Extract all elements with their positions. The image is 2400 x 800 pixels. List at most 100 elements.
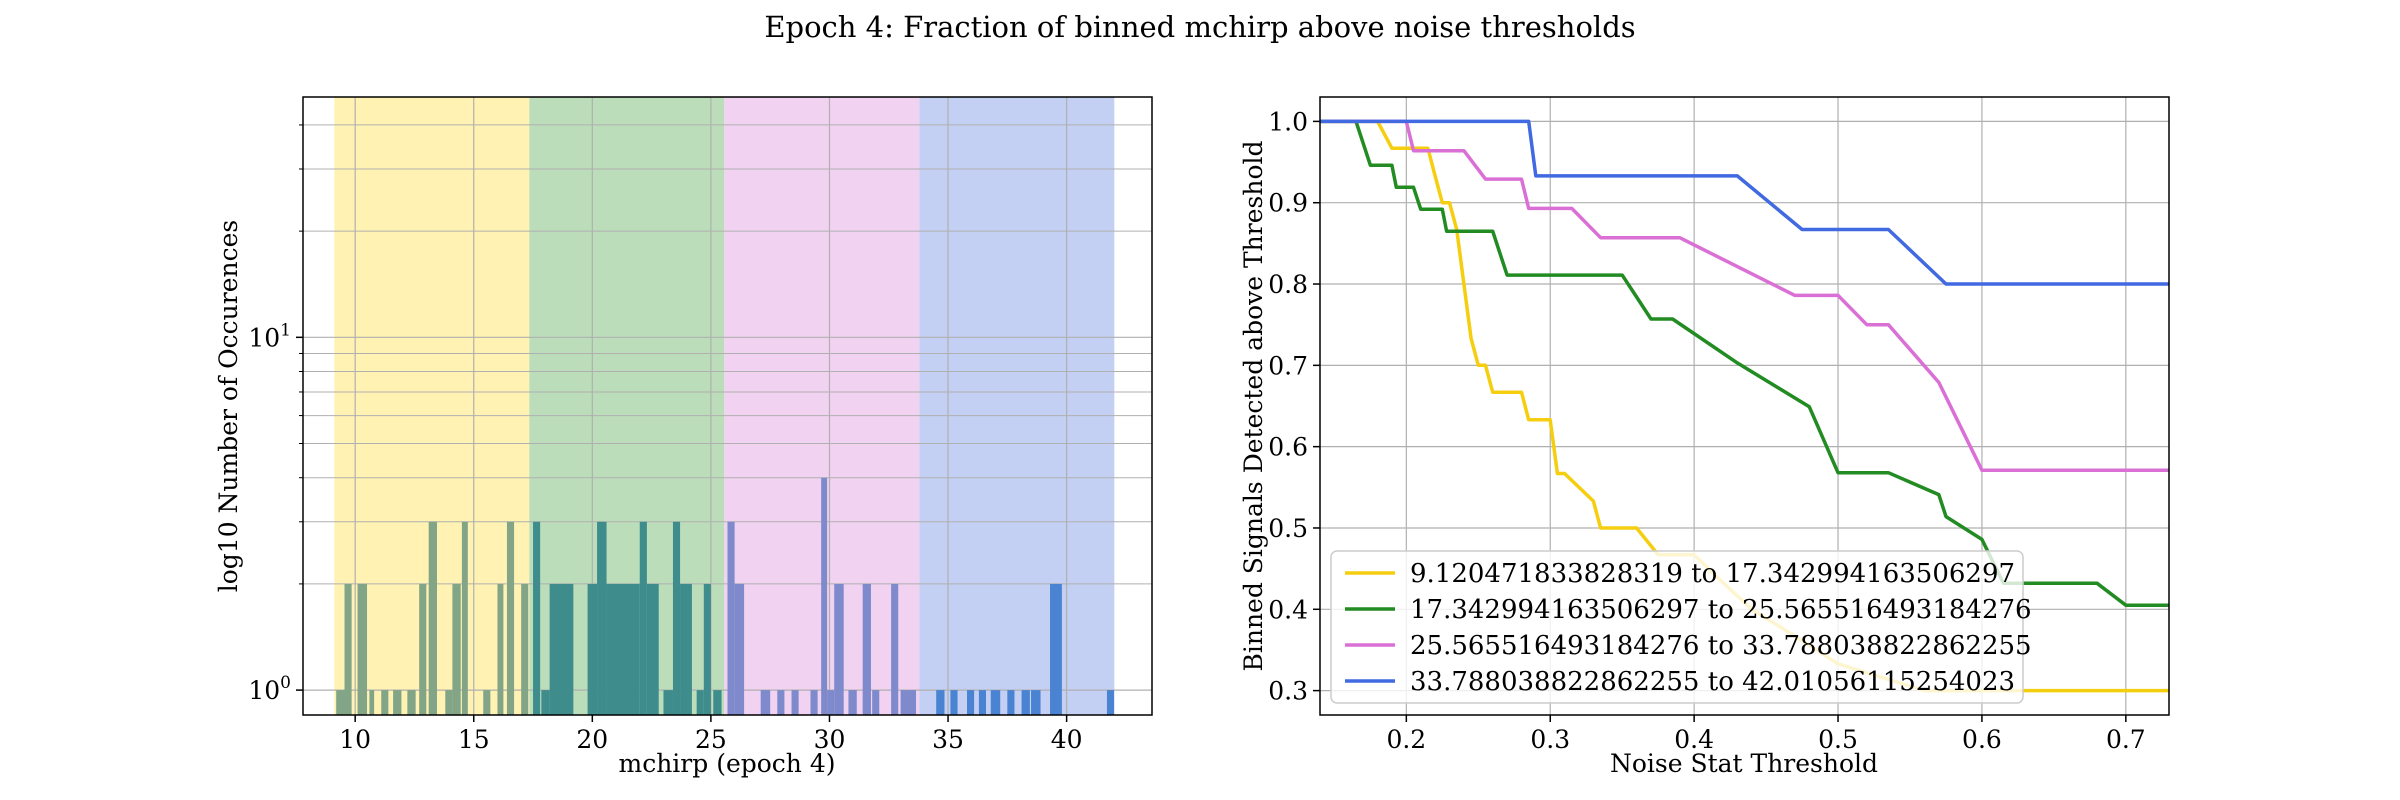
y-tick-label: 1.0: [1268, 107, 1308, 136]
x-tick-label: 10: [339, 725, 371, 754]
histogram-y-label: log10 Number of Occurences: [214, 220, 243, 593]
histogram-bar: [452, 583, 461, 715]
x-tick-label: 0.5: [1818, 725, 1858, 754]
histogram-bar: [1106, 690, 1115, 715]
histogram-bar: [791, 690, 799, 715]
histogram-bar: [672, 521, 681, 715]
histogram-bar: [357, 583, 368, 715]
x-tick-label: 40: [1051, 725, 1083, 754]
histogram-bar: [1050, 583, 1062, 715]
histogram-bar: [891, 583, 899, 715]
legend-label-3: 25.565516493184276 to 33.788038822862255: [1410, 631, 2032, 661]
x-tick-label: 0.7: [2106, 725, 2146, 754]
histogram-bar: [827, 690, 835, 715]
histogram-bar: [506, 521, 515, 715]
histogram-bar: [549, 583, 574, 715]
line-frame: [1319, 96, 2170, 716]
histogram-bar: [521, 583, 529, 715]
histogram-bar: [900, 690, 909, 715]
histogram-bar: [760, 690, 771, 715]
histogram-bar: [990, 690, 1001, 715]
bar-layer: [336, 477, 1115, 715]
histogram-bar: [597, 521, 607, 715]
histogram-bar: [541, 690, 550, 715]
line-y-label: Binned Signals Detected above Threshold: [1239, 140, 1268, 671]
x-tick-label: 35: [932, 725, 964, 754]
histogram-bar: [381, 690, 389, 715]
histogram-bar: [821, 477, 828, 715]
histogram-bar: [848, 690, 857, 715]
histogram-bar: [533, 521, 541, 715]
histogram-bar: [393, 690, 402, 715]
legend-label-2: 17.342994163506297 to 25.565516493184276: [1410, 595, 2032, 625]
histogram-bar: [369, 690, 375, 715]
x-tick-label: 0.6: [1962, 725, 2002, 754]
histogram-bar: [703, 583, 711, 715]
x-tick-label: 0.4: [1674, 725, 1714, 754]
histogram-bar: [1031, 690, 1041, 715]
histogram-panel: 10 15 20 25 30 35 40 100 101 mchirp (epoch 4) lo…: [214, 96, 1153, 778]
y-tick-label: 0.8: [1268, 270, 1308, 299]
series-line-3: [1320, 119, 2169, 472]
line-panel: 0.2 0.3 0.4 0.5 0.6 0.7 0.3 0.4 0.5 0.6 0.7 0.8 0.9 1…: [1239, 96, 2170, 778]
histogram-bar: [428, 521, 437, 715]
band-4: [919, 97, 1115, 715]
histogram-bar: [834, 583, 844, 715]
histogram-bar: [606, 583, 640, 715]
y-tick-label: 0.5: [1268, 514, 1308, 543]
histogram-bar: [680, 583, 692, 715]
tick-layer: 10 15 20 25 30 35 40 100 101: [248, 124, 1083, 754]
x-tick-label: 20: [576, 725, 608, 754]
histogram-bar: [777, 690, 785, 715]
histogram-bar: [663, 690, 673, 715]
histogram-x-label: mchirp (epoch 4): [618, 749, 835, 778]
histogram-bar: [587, 583, 598, 715]
histogram-bar: [907, 690, 917, 715]
histogram-bar: [810, 690, 818, 715]
histogram-bar: [419, 583, 427, 715]
histogram-bar: [646, 583, 659, 715]
x-tick-label: 15: [458, 725, 490, 754]
histogram-bar: [1007, 690, 1015, 715]
legend-box: [1330, 550, 2024, 704]
histogram-bar: [336, 690, 345, 715]
histogram-bar: [872, 690, 880, 715]
x-tick-label: 0.3: [1530, 725, 1570, 754]
x-tick-label: 0.2: [1386, 725, 1426, 754]
histogram-bar: [734, 583, 745, 715]
histogram-bar: [978, 690, 986, 715]
histogram-bar: [862, 583, 871, 715]
histogram-bar: [967, 690, 975, 715]
histogram-bar: [483, 690, 491, 715]
histogram-bar: [461, 521, 468, 715]
series-line-2: [1320, 119, 2169, 607]
histogram-bar: [1021, 690, 1030, 715]
legend: 9.120471833828319 to 17.342994163506297 1…: [1330, 550, 2032, 704]
band-layer: [334, 97, 1115, 715]
y-tick-label: 0.9: [1268, 189, 1308, 218]
y-tick-label: 0.6: [1268, 433, 1308, 462]
histogram-bar: [407, 690, 416, 715]
histogram-bar: [950, 690, 958, 715]
figure-title: Epoch 4: Fraction of binned mchirp above…: [764, 10, 1635, 44]
x-tick-label: 25: [695, 725, 727, 754]
histogram-bar: [713, 690, 722, 715]
y-tick-label: 0.3: [1268, 677, 1308, 706]
histogram-frame: [302, 96, 1153, 716]
histogram-bar: [344, 583, 352, 715]
x-tick-label: 30: [814, 725, 846, 754]
histogram-bar: [445, 690, 453, 715]
legend-label-4: 33.788038822862255 to 42.01056115254023: [1410, 667, 2015, 697]
y-tick-label: 0.4: [1268, 595, 1308, 624]
histogram-bar: [497, 583, 504, 715]
y-tick-label: 0.7: [1268, 351, 1308, 380]
histogram-bar: [727, 521, 735, 715]
y-tick-label: 101: [248, 320, 291, 352]
series-line-4: [1320, 119, 2169, 286]
tick-layer: 0.2 0.3 0.4 0.5 0.6 0.7 0.3 0.4 0.5 0.6 0.7 0.8 0.9 1…: [1268, 107, 2145, 754]
y-tick-label: 100: [248, 673, 291, 705]
histogram-bar: [639, 521, 647, 715]
histogram-bar: [936, 690, 945, 715]
legend-label-1: 9.120471833828319 to 17.342994163506297: [1410, 559, 2015, 589]
